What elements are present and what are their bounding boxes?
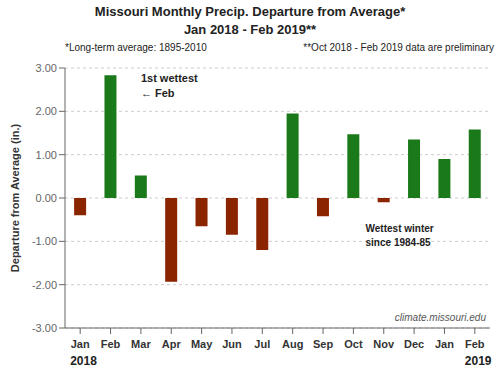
svg-text:3.00: 3.00 [36,62,57,74]
svg-text:Dec: Dec [404,338,424,350]
svg-text:Departure from Average (in.): Departure from Average (in.) [9,123,21,272]
svg-text:Jul: Jul [254,338,270,350]
svg-text:Jan: Jan [435,338,454,350]
html-text:Missouri Monthly Precip. Depar: Missouri Monthly Precip. Departure from … [94,4,406,19]
svg-text:1.00: 1.00 [36,149,57,161]
svg-text:Aug: Aug [282,338,303,350]
html-text:*Long-term average: 1895-2010: *Long-term average: 1895-2010 [65,42,207,53]
svg-text:-3.00: -3.00 [32,322,57,334]
svg-text:2.00: 2.00 [36,105,57,117]
svg-text:Mar: Mar [131,338,151,350]
html-text:Jan 2018 - Feb 2019**: Jan 2018 - Feb 2019** [183,22,317,37]
svg-text:Feb: Feb [465,338,485,350]
svg-text:Nov: Nov [373,338,395,350]
svg-text:2019: 2019 [465,354,492,368]
svg-text:Sep: Sep [313,338,333,350]
svg-text:Oct: Oct [344,338,363,350]
svg-text:Jun: Jun [222,338,242,350]
html-text:**Oct 2018 - Feb 2019 data are: **Oct 2018 - Feb 2019 data are prelimina… [303,42,494,53]
svg-text:2018: 2018 [70,354,97,368]
html-text:since 1984-85: since 1984-85 [365,237,431,248]
svg-text:0.00: 0.00 [36,192,57,204]
svg-text:Feb: Feb [101,338,121,350]
html-text:1st wettest: 1st wettest [140,72,198,84]
svg-text:Jan: Jan [71,338,90,350]
html-text:← Feb: ← Feb [140,87,175,99]
html-text:Wettest winter: Wettest winter [365,223,434,234]
svg-text:Apr: Apr [162,338,182,350]
html-text:climate.missouri.edu: climate.missouri.edu [394,312,486,323]
svg-text:-2.00: -2.00 [32,279,57,291]
svg-text:May: May [191,338,213,350]
svg-text:-1.00: -1.00 [32,235,57,247]
